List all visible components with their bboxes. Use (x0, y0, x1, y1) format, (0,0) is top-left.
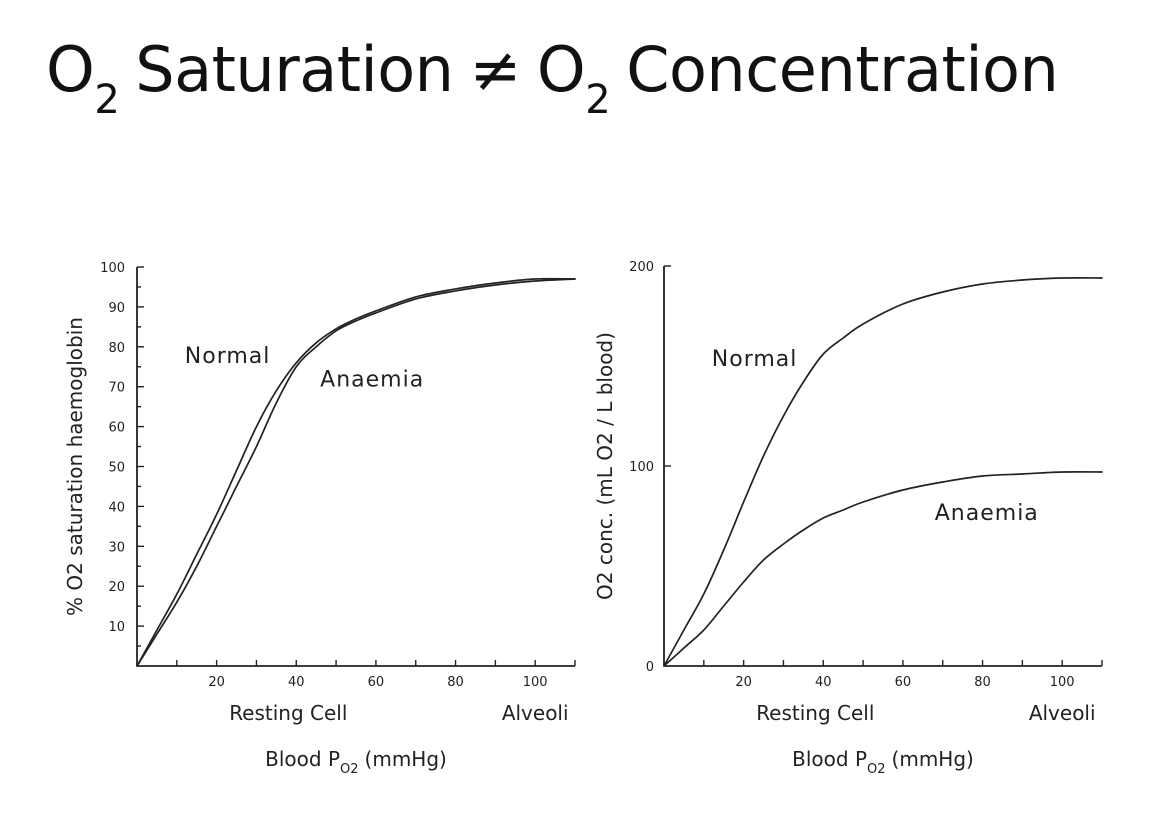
concentration-x-axis-label: Blood PO2 (mmHg) (792, 747, 974, 777)
slide-title: O2 Saturation ≠ O2 Concentration (46, 30, 1059, 123)
title-saturation: Saturation (135, 33, 454, 106)
saturation-curve-normal (136, 277, 576, 667)
saturation-y-tick-label: 70 (108, 381, 125, 396)
concentration-series-label-anaemia: Anaemia (935, 501, 1039, 526)
saturation-y-tick-label: 10 (108, 620, 125, 635)
saturation-curve-anaemia (136, 278, 576, 667)
concentration-x-tick-label: 100 (1050, 675, 1075, 690)
concentration-x-tick-label: 80 (974, 675, 991, 690)
concentration-x-tick-label: 20 (735, 675, 752, 690)
saturation-x-tick-label: 40 (288, 675, 305, 690)
concentration-y-tick-label: 200 (629, 260, 654, 275)
saturation-y-axis-label: % O2 saturation haemoglobin (63, 317, 87, 616)
saturation-series-label-normal: Normal (185, 344, 271, 369)
saturation-y-tick-label: 50 (108, 461, 125, 476)
saturation-y-tick-label: 30 (108, 540, 125, 555)
saturation-x-tick-label: 60 (368, 675, 385, 690)
concentration-x-tick-label: 40 (815, 675, 832, 690)
title-sub-left: 2 (94, 77, 120, 123)
saturation-y-tick-label: 80 (108, 341, 125, 356)
title-not-equal: ≠ (469, 33, 521, 106)
concentration-curve-normal (663, 277, 1103, 667)
concentration-series-label-normal: Normal (712, 347, 798, 372)
concentration-y-tick-label: 100 (629, 460, 654, 475)
saturation-x-axis-label: Blood PO2 (mmHg) (265, 747, 447, 777)
saturation-y-tick-label: 40 (108, 500, 125, 515)
saturation-y-tick-label: 100 (100, 261, 125, 276)
title-concentration: Concentration (626, 33, 1059, 106)
title-o-right: O (536, 33, 586, 106)
concentration-curve-anaemia (663, 471, 1103, 667)
saturation-annotation: Resting Cell (229, 701, 347, 725)
concentration-annotation: Resting Cell (756, 701, 874, 725)
title-o-left: O (46, 33, 95, 106)
saturation-y-tick-label: 60 (108, 421, 125, 436)
saturation-x-tick-label: 20 (208, 675, 225, 690)
saturation-series-label-anaemia: Anaemia (320, 368, 424, 393)
concentration-y-axis-label: O2 conc. (mL O2 / L blood) (593, 332, 617, 600)
title-o2-left: O2 (46, 33, 120, 123)
saturation-y-tick-label: 90 (108, 301, 125, 316)
concentration-x-tick-label: 60 (895, 675, 912, 690)
saturation-x-tick-label: 80 (447, 675, 464, 690)
concentration-y-tick-label: 0 (646, 660, 654, 675)
concentration-annotation: Alveoli (1029, 701, 1096, 725)
title-sub-right: 2 (585, 77, 611, 123)
title-o2-right: O2 (536, 33, 611, 123)
saturation-x-tick-label: 100 (523, 675, 548, 690)
saturation-y-tick-label: 20 (108, 580, 125, 595)
saturation-annotation: Alveoli (502, 701, 569, 725)
